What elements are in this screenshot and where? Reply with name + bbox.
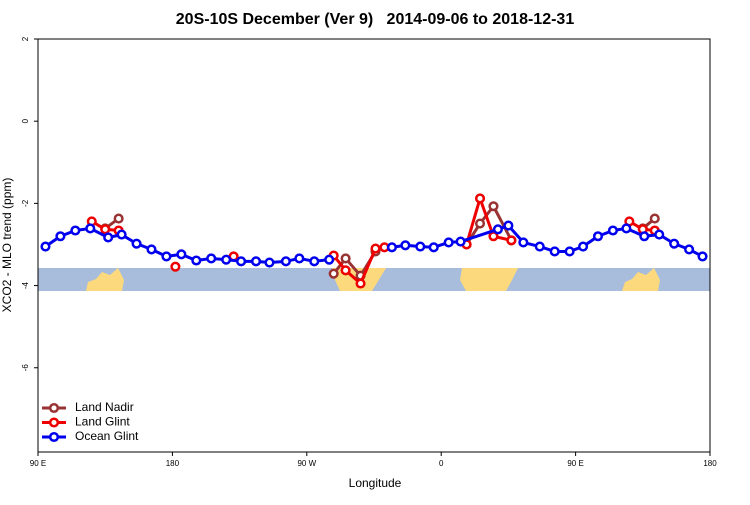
data-point xyxy=(40,241,51,252)
y-tick-label: -6 xyxy=(21,364,30,372)
data-point xyxy=(492,224,503,235)
data-point xyxy=(503,220,514,231)
data-point xyxy=(294,253,305,264)
data-point xyxy=(340,265,351,276)
data-point xyxy=(400,240,411,251)
data-point xyxy=(280,256,291,267)
x-tick-label: 90 E xyxy=(30,459,46,468)
data-point xyxy=(654,229,665,240)
x-axis-label: Longitude xyxy=(349,476,402,490)
data-point xyxy=(370,243,381,254)
land xyxy=(622,268,660,291)
data-point xyxy=(474,218,486,229)
data-point xyxy=(518,237,529,248)
data-point xyxy=(161,251,172,262)
data-point xyxy=(669,238,680,249)
data-point xyxy=(176,249,187,260)
chart-title: 20S-10S December (Ver 9) 2014-09-06 to 2… xyxy=(176,11,575,28)
data-point xyxy=(85,223,96,234)
data-point xyxy=(100,224,111,235)
y-tick-label: 0 xyxy=(21,118,30,123)
data-point xyxy=(415,241,426,252)
legend-marker xyxy=(48,417,60,428)
data-point xyxy=(250,256,262,267)
data-point xyxy=(328,268,339,279)
data-point xyxy=(131,238,142,249)
data-point xyxy=(116,229,127,240)
data-point xyxy=(355,278,366,289)
data-point xyxy=(474,193,486,204)
data-point xyxy=(684,244,695,255)
data-point xyxy=(639,231,650,242)
data-point xyxy=(488,231,499,242)
x-tick-label: 180 xyxy=(166,459,180,468)
y-tick-label: -4 xyxy=(21,281,30,289)
land xyxy=(86,268,124,291)
plot-frame xyxy=(37,38,711,453)
data-point xyxy=(621,223,632,234)
data-point xyxy=(534,241,545,252)
land xyxy=(460,268,518,291)
data-point xyxy=(649,213,660,224)
legend-label: Land Glint xyxy=(75,415,130,429)
data-point xyxy=(340,253,351,264)
data-point xyxy=(488,201,499,212)
data-point xyxy=(70,225,81,236)
data-point xyxy=(428,242,439,253)
data-point xyxy=(697,251,708,262)
data-point xyxy=(549,246,560,257)
y-axis-label: XCO2 - MLO trend (ppm) xyxy=(0,178,14,313)
series-line xyxy=(465,196,512,245)
data-point xyxy=(592,231,604,242)
data-point xyxy=(146,244,157,255)
data-point xyxy=(191,255,202,266)
data-point xyxy=(236,256,247,267)
legend-marker xyxy=(48,402,60,414)
data-point xyxy=(455,236,466,247)
data-point xyxy=(578,241,589,252)
data-point xyxy=(386,242,397,253)
x-tick-label: 0 xyxy=(439,459,444,468)
data-point xyxy=(443,237,454,248)
data-point xyxy=(55,231,66,242)
data-point xyxy=(506,235,517,246)
data-point xyxy=(607,225,618,236)
legend-label: Land Nadir xyxy=(75,400,134,414)
x-tick-label: 90 W xyxy=(297,459,316,468)
data-point xyxy=(113,213,124,224)
y-tick-label: -2 xyxy=(21,199,30,207)
data-point xyxy=(206,253,217,264)
data-point xyxy=(170,261,181,272)
legend-label: Ocean Glint xyxy=(75,429,139,443)
map-strip xyxy=(38,268,710,291)
data-point xyxy=(324,254,335,265)
data-point xyxy=(564,246,575,257)
x-tick-label: 90 E xyxy=(567,459,583,468)
data-point xyxy=(103,232,114,243)
data-point xyxy=(221,254,232,265)
y-tick-label: 2 xyxy=(21,36,30,41)
data-point xyxy=(264,257,275,268)
legend-marker xyxy=(48,431,60,443)
data-point xyxy=(309,256,320,267)
x-tick-label: 180 xyxy=(703,459,717,468)
